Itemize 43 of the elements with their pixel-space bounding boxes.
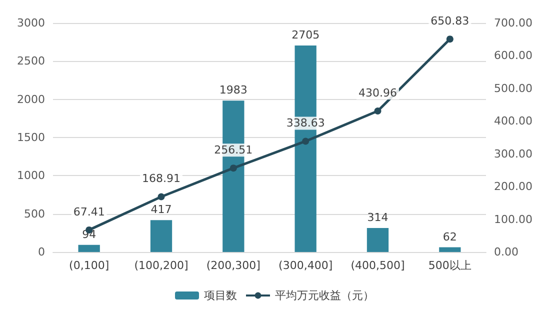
y2-tick-label: 0.00	[494, 246, 518, 258]
legend-label: 平均万元收益（元）	[275, 289, 374, 302]
data-label: 67.41	[73, 205, 105, 218]
x-tick-label: (200,300]	[206, 259, 260, 272]
data-label: 430.96	[358, 86, 397, 100]
x-tick-label: (100,200]	[134, 259, 188, 272]
data-label: 168.91	[142, 172, 180, 186]
x-tick-label: (300,400]	[278, 259, 333, 272]
y2-tick-label: 600.00	[494, 49, 532, 62]
x-tick-label: (0,100]	[69, 259, 110, 272]
y-tick-label: 0	[38, 246, 45, 258]
point	[374, 108, 382, 115]
y-tick-label: 1500	[17, 131, 45, 144]
y2-tick-label: 400.00	[494, 114, 532, 128]
data-label: 314	[367, 211, 388, 224]
data-label: 62	[442, 230, 457, 244]
point	[230, 164, 237, 172]
point	[158, 193, 165, 200]
bar	[439, 247, 461, 252]
bar	[150, 220, 172, 252]
y-tick-label: 500	[24, 207, 45, 220]
y-tick-label: 3000	[17, 16, 45, 30]
y-tick-label: 1000	[17, 169, 45, 182]
data-label: 2705	[292, 28, 320, 42]
bar	[78, 244, 100, 252]
y-tick-label: 2000	[17, 92, 45, 106]
data-label: 417	[150, 203, 172, 216]
y2-tick-label: 500.00	[494, 82, 532, 95]
point	[302, 138, 310, 145]
legend-label: 项目数	[204, 289, 237, 302]
data-label: 338.63	[286, 116, 325, 130]
data-label: 256.51	[214, 144, 253, 157]
y-tick-label: 2500	[17, 54, 45, 68]
y2-tick-label: 700.00	[494, 16, 532, 30]
data-label: 650.83	[430, 14, 470, 28]
x-tick-label: 500以上	[428, 259, 472, 272]
point	[446, 36, 454, 43]
bar	[366, 228, 389, 252]
data-label: 1983	[219, 84, 248, 97]
y2-tick-label: 200.00	[494, 180, 532, 194]
x-tick-label: (400,500]	[350, 259, 405, 272]
y2-tick-label: 300.00	[494, 147, 532, 160]
y2-tick-label: 100.00	[494, 212, 532, 226]
